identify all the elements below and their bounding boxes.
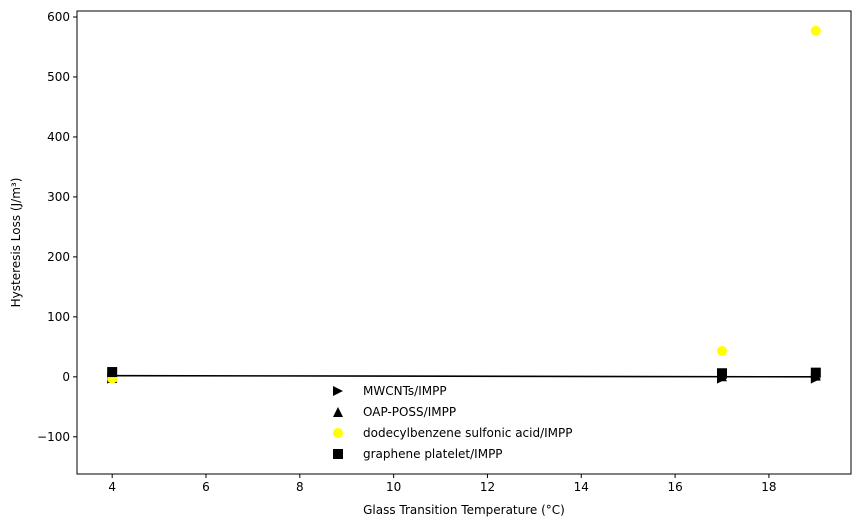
trend-line xyxy=(112,374,816,378)
x-tick-label: 10 xyxy=(386,480,401,494)
y-tick-label: 600 xyxy=(47,10,70,24)
legend-item: MWCNTs/IMPP xyxy=(333,384,447,398)
x-tick-label: 4 xyxy=(108,480,116,494)
legend-item: OAP-POSS/IMPP xyxy=(333,405,456,419)
data-point xyxy=(810,367,821,378)
data-point xyxy=(717,346,727,357)
legend-label: graphene platelet/IMPP xyxy=(363,447,503,461)
legend-label: MWCNTs/IMPP xyxy=(363,384,447,398)
y-tick-label: 200 xyxy=(47,250,70,264)
y-axis-label: Hysteresis Loss (J/m³) xyxy=(9,178,23,308)
plot-content xyxy=(107,25,821,384)
legend-item: graphene platelet/IMPP xyxy=(333,447,503,461)
legend-label: OAP-POSS/IMPP xyxy=(363,405,456,419)
x-axis-label: Glass Transition Temperature (°C) xyxy=(363,503,565,517)
y-tick-label: 100 xyxy=(47,310,70,324)
y-tick-label: 300 xyxy=(47,190,70,204)
data-point xyxy=(810,25,821,36)
legend-item: dodecylbenzene sulfonic acid/IMPP xyxy=(333,426,573,440)
legend-marker xyxy=(333,407,343,417)
y-tick-label: 500 xyxy=(47,70,70,84)
x-tick-label: 14 xyxy=(574,480,589,494)
data-point xyxy=(107,367,118,378)
x-tick-label: 8 xyxy=(296,480,304,494)
legend-marker xyxy=(333,428,343,438)
x-tick-label: 12 xyxy=(480,480,495,494)
legend: MWCNTs/IMPP OAP-POSS/IMPP dodecylbenzene s… xyxy=(333,384,573,461)
legend-marker xyxy=(333,449,343,459)
data-point xyxy=(717,368,727,379)
x-tick-label: 6 xyxy=(202,480,210,494)
y-tick-label: −100 xyxy=(37,430,70,444)
x-tick-label: 16 xyxy=(667,480,682,494)
legend-marker xyxy=(333,386,343,396)
y-axis-ticks: −100 0 100 200 300 400 500 600 xyxy=(37,10,77,444)
y-tick-label: 0 xyxy=(62,370,70,384)
x-tick-label: 18 xyxy=(761,480,776,494)
x-axis-ticks: 4 6 8 10 12 14 16 18 xyxy=(108,474,777,494)
axes-frame xyxy=(76,10,852,475)
y-tick-label: 400 xyxy=(47,130,70,144)
legend-label: dodecylbenzene sulfonic acid/IMPP xyxy=(363,426,573,440)
